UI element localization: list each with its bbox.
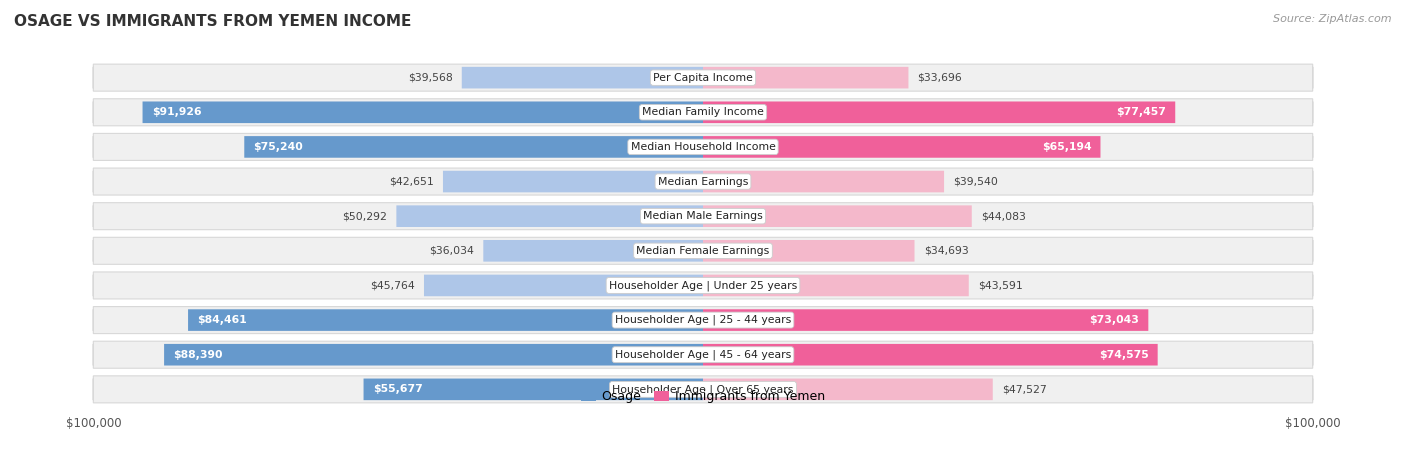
FancyBboxPatch shape xyxy=(93,272,1313,299)
Text: $34,693: $34,693 xyxy=(924,246,969,256)
Text: Median Female Earnings: Median Female Earnings xyxy=(637,246,769,256)
Text: Householder Age | Over 65 years: Householder Age | Over 65 years xyxy=(612,384,794,395)
FancyBboxPatch shape xyxy=(93,99,1313,126)
FancyBboxPatch shape xyxy=(165,344,703,366)
FancyBboxPatch shape xyxy=(703,309,1149,331)
Text: $50,292: $50,292 xyxy=(342,211,387,221)
Text: Source: ZipAtlas.com: Source: ZipAtlas.com xyxy=(1274,14,1392,24)
FancyBboxPatch shape xyxy=(703,205,972,227)
FancyBboxPatch shape xyxy=(93,306,1313,333)
Text: $88,390: $88,390 xyxy=(173,350,222,360)
FancyBboxPatch shape xyxy=(364,379,703,400)
FancyBboxPatch shape xyxy=(703,240,914,262)
FancyBboxPatch shape xyxy=(93,341,1313,368)
Text: Median Family Income: Median Family Income xyxy=(643,107,763,117)
Text: $39,568: $39,568 xyxy=(408,73,453,83)
FancyBboxPatch shape xyxy=(93,237,1313,264)
Text: Per Capita Income: Per Capita Income xyxy=(652,73,754,83)
FancyBboxPatch shape xyxy=(142,101,703,123)
Text: Householder Age | Under 25 years: Householder Age | Under 25 years xyxy=(609,280,797,290)
FancyBboxPatch shape xyxy=(443,171,703,192)
FancyBboxPatch shape xyxy=(703,344,1157,366)
FancyBboxPatch shape xyxy=(93,64,1313,91)
FancyBboxPatch shape xyxy=(703,171,943,192)
Text: $39,540: $39,540 xyxy=(953,177,998,186)
Text: $43,591: $43,591 xyxy=(979,281,1022,290)
Text: $42,651: $42,651 xyxy=(389,177,434,186)
Text: $44,083: $44,083 xyxy=(981,211,1026,221)
FancyBboxPatch shape xyxy=(484,240,703,262)
Text: Median Male Earnings: Median Male Earnings xyxy=(643,211,763,221)
FancyBboxPatch shape xyxy=(93,134,1313,161)
Text: $91,926: $91,926 xyxy=(152,107,201,117)
FancyBboxPatch shape xyxy=(93,203,1313,230)
Text: Householder Age | 25 - 44 years: Householder Age | 25 - 44 years xyxy=(614,315,792,325)
FancyBboxPatch shape xyxy=(703,101,1175,123)
Text: $55,677: $55,677 xyxy=(373,384,422,394)
Text: $75,240: $75,240 xyxy=(253,142,304,152)
FancyBboxPatch shape xyxy=(93,376,1313,403)
Text: $77,457: $77,457 xyxy=(1116,107,1166,117)
Text: $36,034: $36,034 xyxy=(429,246,474,256)
FancyBboxPatch shape xyxy=(245,136,703,158)
FancyBboxPatch shape xyxy=(461,67,703,88)
FancyBboxPatch shape xyxy=(396,205,703,227)
FancyBboxPatch shape xyxy=(703,67,908,88)
Legend: Osage, Immigrants from Yemen: Osage, Immigrants from Yemen xyxy=(575,385,831,408)
Text: $74,575: $74,575 xyxy=(1098,350,1149,360)
FancyBboxPatch shape xyxy=(703,379,993,400)
FancyBboxPatch shape xyxy=(425,275,703,296)
Text: $33,696: $33,696 xyxy=(918,73,962,83)
FancyBboxPatch shape xyxy=(703,275,969,296)
FancyBboxPatch shape xyxy=(703,136,1101,158)
FancyBboxPatch shape xyxy=(93,168,1313,195)
Text: Median Earnings: Median Earnings xyxy=(658,177,748,186)
Text: $47,527: $47,527 xyxy=(1002,384,1046,394)
FancyBboxPatch shape xyxy=(188,309,703,331)
Text: Householder Age | 45 - 64 years: Householder Age | 45 - 64 years xyxy=(614,349,792,360)
Text: $45,764: $45,764 xyxy=(370,281,415,290)
Text: OSAGE VS IMMIGRANTS FROM YEMEN INCOME: OSAGE VS IMMIGRANTS FROM YEMEN INCOME xyxy=(14,14,412,29)
Text: $73,043: $73,043 xyxy=(1090,315,1139,325)
Text: $65,194: $65,194 xyxy=(1042,142,1091,152)
Text: $84,461: $84,461 xyxy=(197,315,247,325)
Text: Median Household Income: Median Household Income xyxy=(630,142,776,152)
